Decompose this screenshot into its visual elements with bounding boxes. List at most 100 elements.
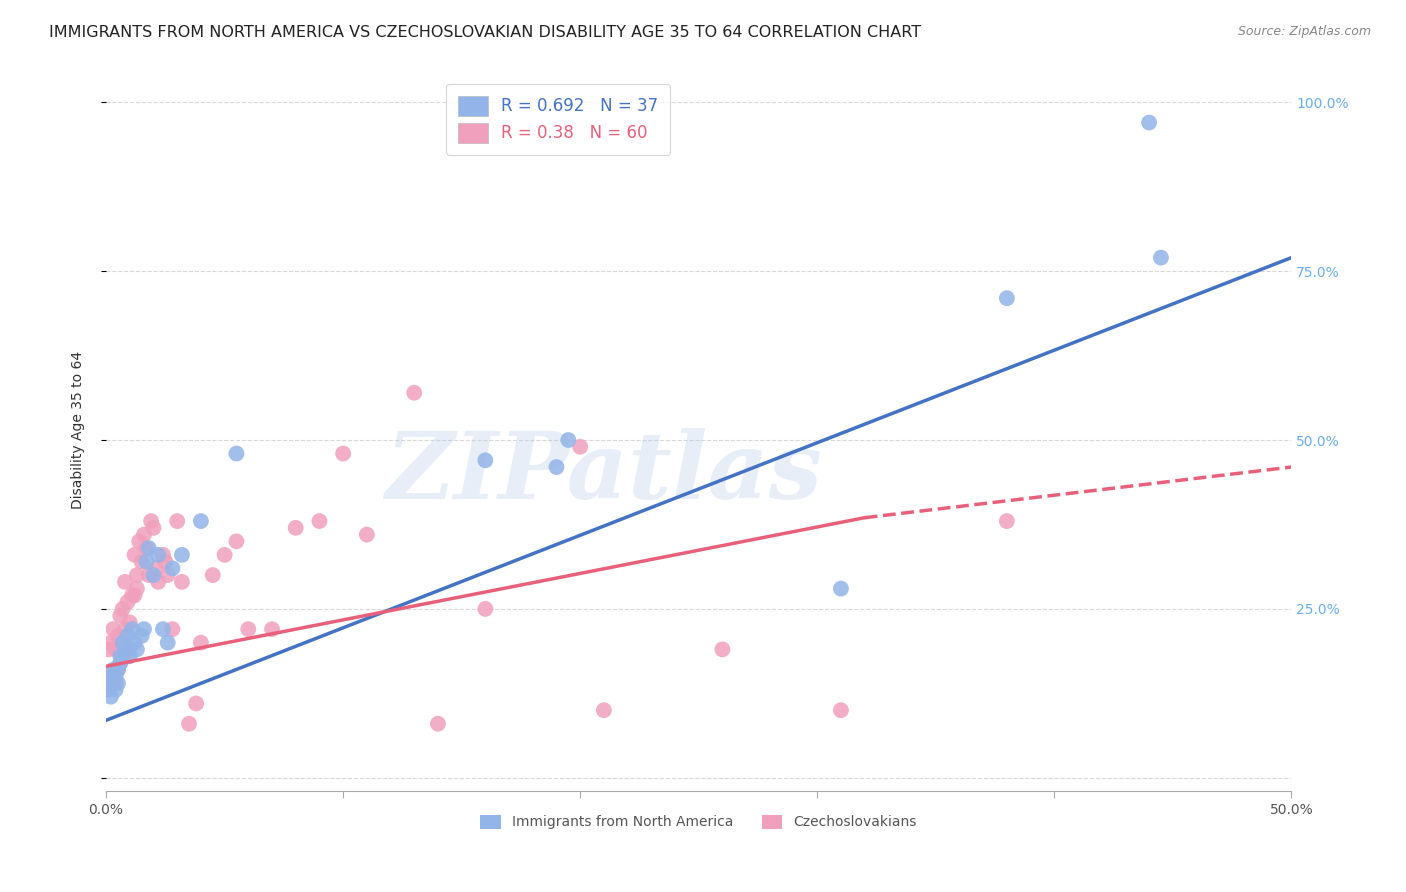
Point [100,635,122,649]
Point [156,568,179,582]
Point [170,574,193,589]
Point [132,527,155,541]
Point [995,291,1018,305]
Point [117,649,139,664]
Point [124,588,146,602]
Point [124,635,146,649]
Point [121,588,143,602]
Point [131,629,153,643]
Point [104,669,127,683]
Point [1150,251,1173,265]
Point [104,642,127,657]
Point [125,642,148,657]
Point [118,615,141,630]
Point [104,676,127,690]
Point [135,541,157,555]
Point [100,690,122,704]
Point [103,663,125,677]
Point [125,582,148,596]
Point [124,548,146,562]
Point [103,622,125,636]
Point [225,446,247,460]
Point [148,574,170,589]
Point [97,642,120,657]
Point [1137,115,1160,129]
Point [135,555,157,569]
Point [284,521,307,535]
Point [995,514,1018,528]
Point [260,622,283,636]
Point [132,622,155,636]
Point [103,669,125,683]
Point [100,676,122,690]
Point [128,534,150,549]
Point [569,440,592,454]
Text: ZIPatlas: ZIPatlas [385,428,823,518]
Point [152,622,174,636]
Text: IMMIGRANTS FROM NORTH AMERICA VS CZECHOSLOVAKIAN DISABILITY AGE 35 TO 64 CORRELA: IMMIGRANTS FROM NORTH AMERICA VS CZECHOS… [49,25,921,40]
Point [830,582,852,596]
Point [593,703,616,717]
Point [190,635,212,649]
Text: Source: ZipAtlas.com: Source: ZipAtlas.com [1237,25,1371,38]
Point [100,676,122,690]
Point [155,555,177,569]
Point [214,548,236,562]
Point [356,527,378,541]
Point [110,656,132,670]
Point [114,574,136,589]
Point [138,568,160,582]
Point [474,453,496,467]
Point [107,629,129,643]
Point [186,697,208,711]
Point [225,534,247,549]
Point [201,568,224,582]
Point [117,595,139,609]
Point [111,635,134,649]
Point [142,568,165,582]
Point [114,622,136,636]
Point [474,602,496,616]
Point [110,649,132,664]
Point [166,514,188,528]
Point [107,676,129,690]
Point [117,629,139,643]
Point [104,682,127,697]
Point [332,446,354,460]
Point [138,541,160,555]
Point [546,460,568,475]
Point [238,622,260,636]
Point [118,642,141,657]
Y-axis label: Disability Age 35 to 64: Disability Age 35 to 64 [72,351,86,509]
Point [308,514,330,528]
Point [107,663,129,677]
Point [121,622,143,636]
Point [110,608,132,623]
Point [107,663,129,677]
Point [118,649,141,664]
Point [170,548,193,562]
Point [97,669,120,683]
Point [152,548,174,562]
Point [131,555,153,569]
Point [111,635,134,649]
Point [830,703,852,717]
Point [426,716,449,731]
Point [139,514,162,528]
Point [110,656,132,670]
Point [177,716,200,731]
Point [557,433,579,447]
Point [148,548,170,562]
Legend: Immigrants from North America, Czechoslovakians: Immigrants from North America, Czechoslo… [475,809,922,835]
Point [97,682,120,697]
Point [190,514,212,528]
Point [111,602,134,616]
Point [103,669,125,683]
Point [142,521,165,535]
Point [404,385,426,400]
Point [162,561,184,575]
Point [711,642,734,657]
Point [125,568,148,582]
Point [114,642,136,657]
Point [156,635,179,649]
